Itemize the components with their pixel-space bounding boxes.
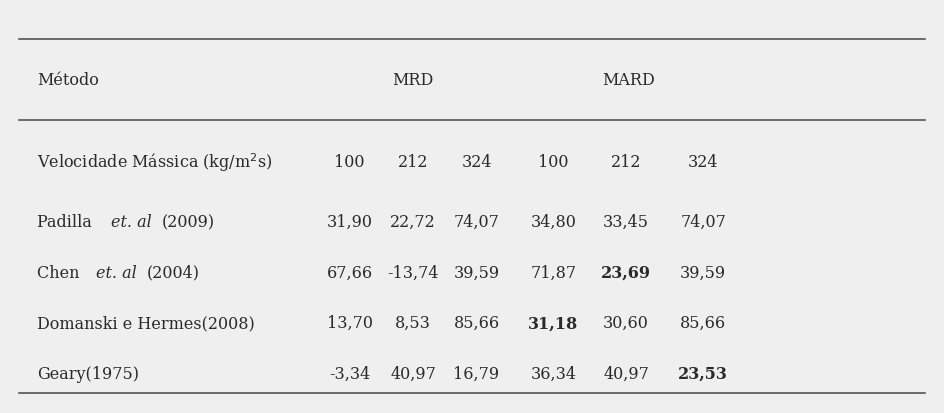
Text: 34,80: 34,80 [531, 214, 577, 230]
Text: 85,66: 85,66 [453, 314, 499, 332]
Text: Padilla: Padilla [37, 214, 97, 230]
Text: MARD: MARD [602, 72, 655, 89]
Text: 40,97: 40,97 [390, 365, 436, 382]
Text: 324: 324 [462, 153, 492, 170]
Text: 100: 100 [334, 153, 365, 170]
Text: 22,72: 22,72 [390, 214, 436, 230]
Text: (2009): (2009) [161, 214, 215, 230]
Text: 33,45: 33,45 [603, 214, 649, 230]
Text: 100: 100 [538, 153, 569, 170]
Text: 13,70: 13,70 [327, 314, 373, 332]
Text: 31,90: 31,90 [327, 214, 373, 230]
Text: 23,69: 23,69 [601, 264, 651, 281]
Text: Velocidade Mássica (kg/m$^{2}$s): Velocidade Mássica (kg/m$^{2}$s) [37, 150, 272, 173]
Text: Chen: Chen [37, 264, 85, 281]
Text: 36,34: 36,34 [531, 365, 577, 382]
Text: 71,87: 71,87 [531, 264, 577, 281]
Text: et. al: et. al [111, 214, 152, 230]
Text: et. al: et. al [96, 264, 137, 281]
Text: Geary(1975): Geary(1975) [37, 365, 139, 382]
Text: 85,66: 85,66 [680, 314, 726, 332]
Text: Método: Método [37, 72, 99, 89]
Text: 30,60: 30,60 [603, 314, 649, 332]
Text: 212: 212 [611, 153, 641, 170]
Text: 16,79: 16,79 [453, 365, 499, 382]
Text: -3,34: -3,34 [329, 365, 370, 382]
Text: 324: 324 [688, 153, 718, 170]
Text: 31,18: 31,18 [529, 314, 579, 332]
Text: MRD: MRD [393, 72, 433, 89]
Text: 74,07: 74,07 [681, 214, 726, 230]
Text: 39,59: 39,59 [680, 264, 726, 281]
Text: 23,53: 23,53 [678, 365, 728, 382]
Text: 212: 212 [397, 153, 429, 170]
Text: 8,53: 8,53 [396, 314, 431, 332]
Text: 39,59: 39,59 [453, 264, 499, 281]
Text: 40,97: 40,97 [603, 365, 649, 382]
Text: Domanski e Hermes(2008): Domanski e Hermes(2008) [37, 314, 255, 332]
Text: -13,74: -13,74 [387, 264, 439, 281]
Text: 67,66: 67,66 [327, 264, 373, 281]
Text: 74,07: 74,07 [454, 214, 499, 230]
Text: (2004): (2004) [146, 264, 199, 281]
